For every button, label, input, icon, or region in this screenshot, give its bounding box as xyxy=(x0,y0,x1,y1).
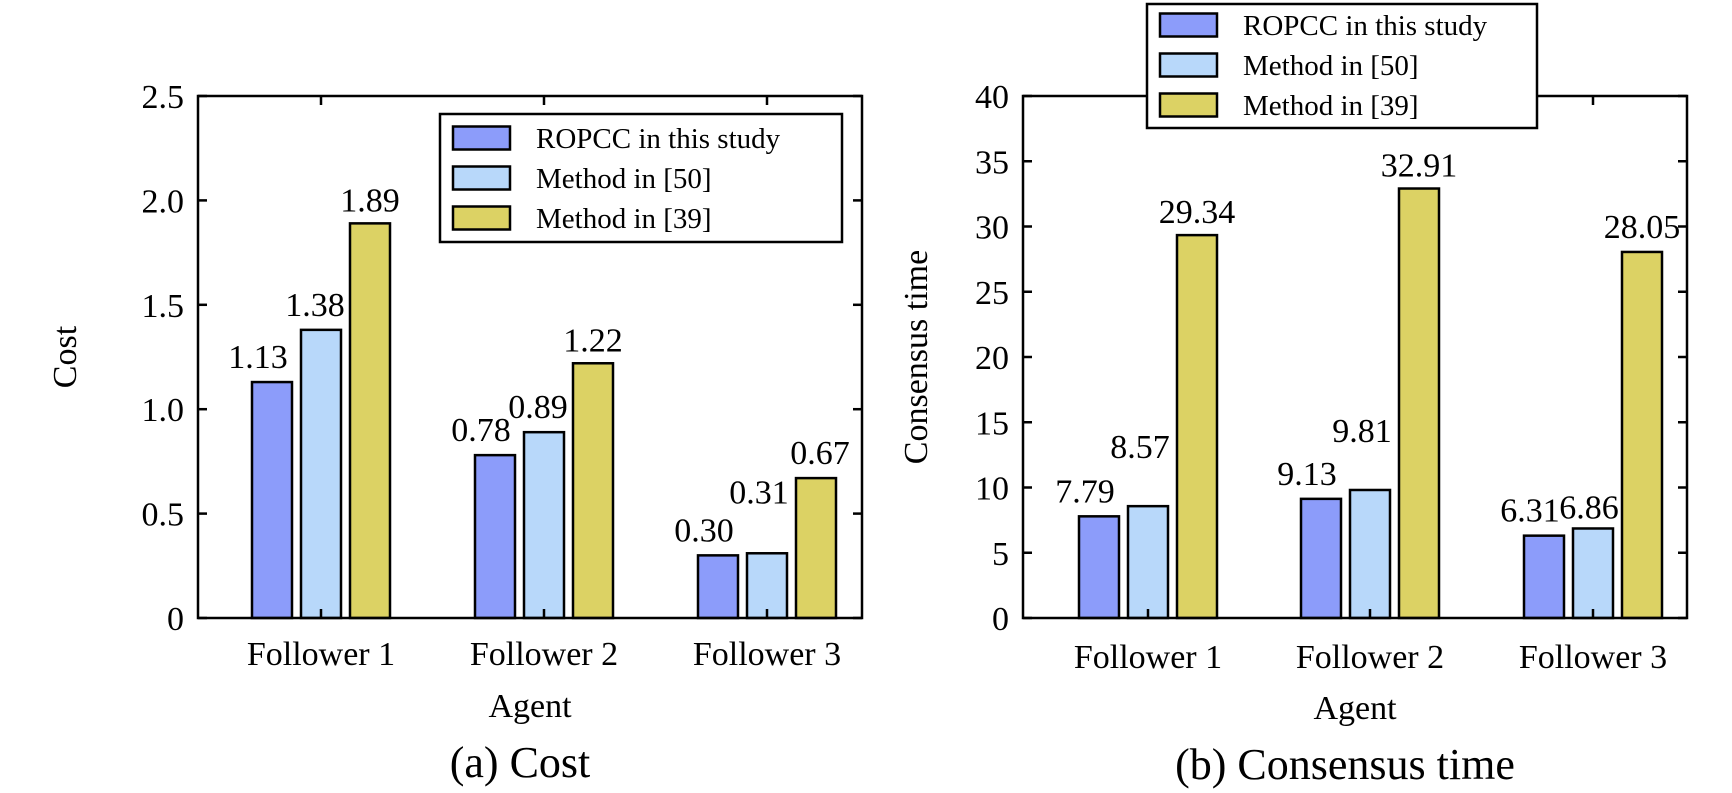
bar-2-3 xyxy=(1571,527,1615,620)
ytick-label-0: 0 xyxy=(992,601,1009,638)
data-label-3-1: 29.34 xyxy=(1159,194,1236,231)
bar-1-3 xyxy=(1522,534,1566,620)
data-label-2-1: 8.57 xyxy=(1110,429,1170,466)
ytick-label-2: 10 xyxy=(975,471,1009,508)
data-label-3-2: 1.22 xyxy=(563,322,623,359)
xtick-label-1: Follower 2 xyxy=(1296,639,1444,676)
data-label-3-2: 32.91 xyxy=(1381,148,1458,185)
ytick-label-3: 1.5 xyxy=(142,288,185,325)
legend: ROPCC in this study Method in [50] Method … xyxy=(438,112,844,244)
ytick-label-1: 0.5 xyxy=(142,497,185,534)
data-label-2-3: 6.86 xyxy=(1559,489,1619,526)
ytick-label-2: 1.0 xyxy=(142,392,185,429)
bar-1-1 xyxy=(250,380,294,620)
x-axis-title: Agent xyxy=(488,688,572,725)
bar-3-1 xyxy=(348,222,392,620)
chart-cost: 1.13 0.78 0.30 1.38 0.89 0.31 1.89 1.22 0.67 0 0.5… xyxy=(47,79,864,787)
legend-label-3: Method in [39] xyxy=(1243,90,1419,122)
ytick-label-5: 2.5 xyxy=(142,79,185,116)
data-label-2-1: 1.38 xyxy=(285,287,345,324)
y-axis-title: Consensus time xyxy=(898,250,935,464)
x-axis-title: Agent xyxy=(1313,690,1397,727)
data-label-1-3: 0.30 xyxy=(674,512,734,549)
legend-label-1: ROPCC in this study xyxy=(1243,10,1488,42)
bar-2-1 xyxy=(299,328,343,620)
ytick-label-5: 25 xyxy=(975,275,1009,312)
legend-swatch-3 xyxy=(451,205,512,231)
bar-3-2 xyxy=(571,362,615,620)
data-label-1-2: 9.13 xyxy=(1277,456,1337,493)
bar-3-2 xyxy=(1397,187,1441,620)
data-label-2-2: 9.81 xyxy=(1332,413,1392,450)
ytick-label-3: 15 xyxy=(975,405,1009,442)
bar-2-3 xyxy=(745,552,789,620)
bar-1-1 xyxy=(1077,515,1121,620)
ytick-label-0: 0 xyxy=(167,601,184,638)
bar-2-2 xyxy=(1348,488,1392,620)
bar-3-1 xyxy=(1175,233,1219,620)
legend: ROPCC in this study Method in [50] Method … xyxy=(1145,2,1539,130)
ytick-label-4: 2.0 xyxy=(142,183,185,220)
bar-1-2 xyxy=(1299,497,1343,620)
xtick-label-1: Follower 2 xyxy=(470,636,618,673)
data-label-3-3: 28.05 xyxy=(1604,209,1681,246)
legend-label-1: ROPCC in this study xyxy=(536,123,781,155)
bar-2-1 xyxy=(1126,504,1170,620)
data-label-3-1: 1.89 xyxy=(340,182,400,219)
xtick-label-0: Follower 1 xyxy=(247,636,395,673)
legend-swatch-3 xyxy=(1158,92,1219,118)
ytick-label-7: 35 xyxy=(975,144,1009,181)
bar-2-2 xyxy=(522,430,566,620)
chart-consensus-time: 7.79 9.13 6.31 8.57 9.81 6.86 29.34 32.91 28.05 0… xyxy=(898,2,1689,789)
subfigure-caption: (a) Cost xyxy=(450,738,591,787)
legend-swatch-1 xyxy=(1158,12,1219,38)
legend-label-2: Method in [50] xyxy=(536,163,712,195)
data-label-1-1: 7.79 xyxy=(1055,473,1115,510)
bar-3-3 xyxy=(1620,250,1664,620)
legend-swatch-2 xyxy=(1158,52,1219,78)
data-label-2-2: 0.89 xyxy=(508,389,568,426)
xtick-label-0: Follower 1 xyxy=(1074,639,1222,676)
ytick-label-1: 5 xyxy=(992,536,1009,573)
ytick-label-4: 20 xyxy=(975,340,1009,377)
bar-3-3 xyxy=(794,476,838,620)
data-label-1-3: 6.31 xyxy=(1500,493,1560,530)
y-axis-title: Cost xyxy=(47,325,84,388)
legend-label-3: Method in [39] xyxy=(536,203,712,235)
xtick-label-2: Follower 3 xyxy=(1519,639,1667,676)
xtick-label-2: Follower 3 xyxy=(693,636,841,673)
data-label-1-1: 1.13 xyxy=(228,339,288,376)
legend-swatch-2 xyxy=(451,165,512,191)
bar-1-2 xyxy=(473,453,517,620)
bar-1-3 xyxy=(696,554,740,620)
subfigure-caption: (b) Consensus time xyxy=(1175,740,1515,789)
legend-swatch-1 xyxy=(451,125,512,151)
data-label-3-3: 0.67 xyxy=(790,435,850,472)
data-label-2-3: 0.31 xyxy=(729,474,789,511)
ytick-label-6: 30 xyxy=(975,210,1009,247)
ytick-label-8: 40 xyxy=(975,79,1009,116)
data-label-1-2: 0.78 xyxy=(451,412,511,449)
plot-frame xyxy=(196,94,864,620)
legend-label-2: Method in [50] xyxy=(1243,50,1419,82)
